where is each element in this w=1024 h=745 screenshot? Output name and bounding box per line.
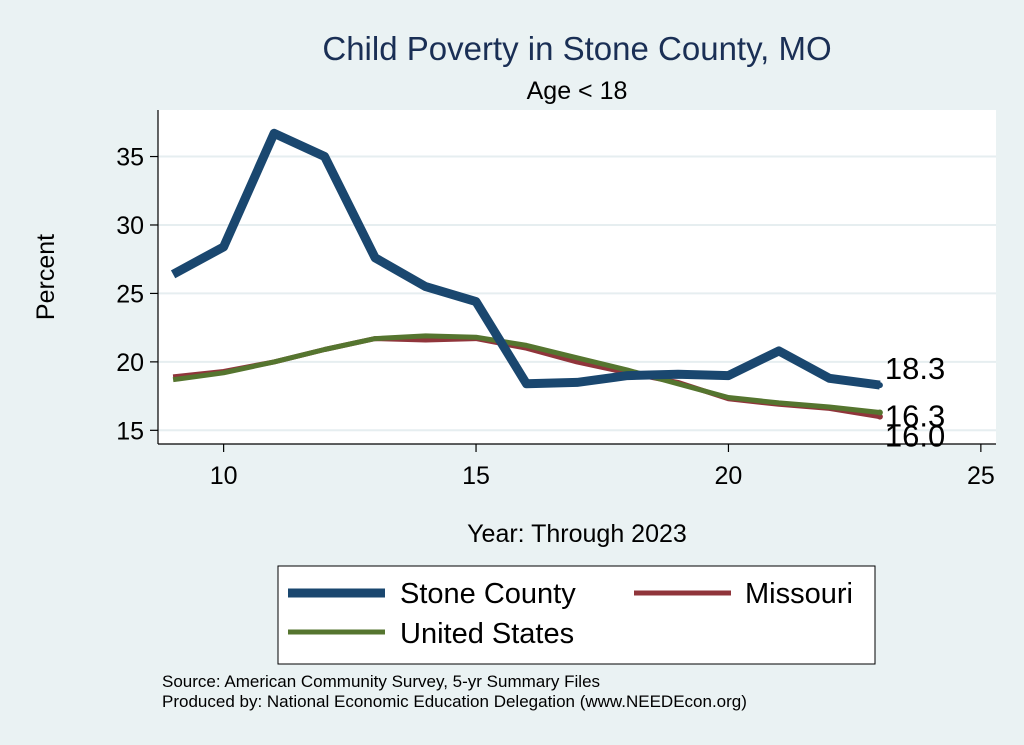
produced-note: Produced by: National Economic Education… [162,692,747,711]
axes [157,110,996,445]
y-tick-label: 15 [116,417,144,445]
series-lines [170,128,881,420]
y-tick-label: 35 [116,144,144,172]
end-label-united-states: 16.3 [885,399,945,434]
legend-label-stone-county: Stone County [400,578,576,610]
y-tick-label: 20 [116,349,144,377]
grid-lines [158,155,996,432]
x-axis-ticks: 10 15 20 25 [210,444,995,490]
legend-label-missouri: Missouri [745,578,853,610]
x-tick-label: 15 [462,462,490,490]
end-point-stone-county [876,382,883,389]
y-tick-label: 25 [116,280,144,308]
y-tick-label: 30 [116,212,144,240]
end-label-stone-county: 18.3 [885,351,945,386]
y-axis-ticks: 15 20 25 30 35 [116,144,158,445]
end-label-missouri: 16.0 [885,419,945,454]
chart-title: Child Poverty in Stone County, MO [322,30,831,67]
plot-area [158,110,996,444]
end-labels: 18.3 16.016.3 [876,351,945,454]
source-note: Source: American Community Survey, 5-yr … [162,672,600,691]
end-point-missouri [876,413,883,420]
y-axis-title: Percent [32,234,60,320]
x-tick-label: 25 [967,462,995,490]
x-tick-label: 20 [715,462,743,490]
x-axis-title: Year: Through 2023 [467,520,687,548]
end-point-united-states [876,409,883,416]
x-tick-label: 10 [210,462,238,490]
series-line-stone-county [170,128,881,390]
chart-subtitle: Age < 18 [527,77,628,105]
legend: Stone County Missouri United States [277,565,876,665]
series-line-united-states [172,333,881,415]
legend-label-united-states: United States [400,618,574,650]
